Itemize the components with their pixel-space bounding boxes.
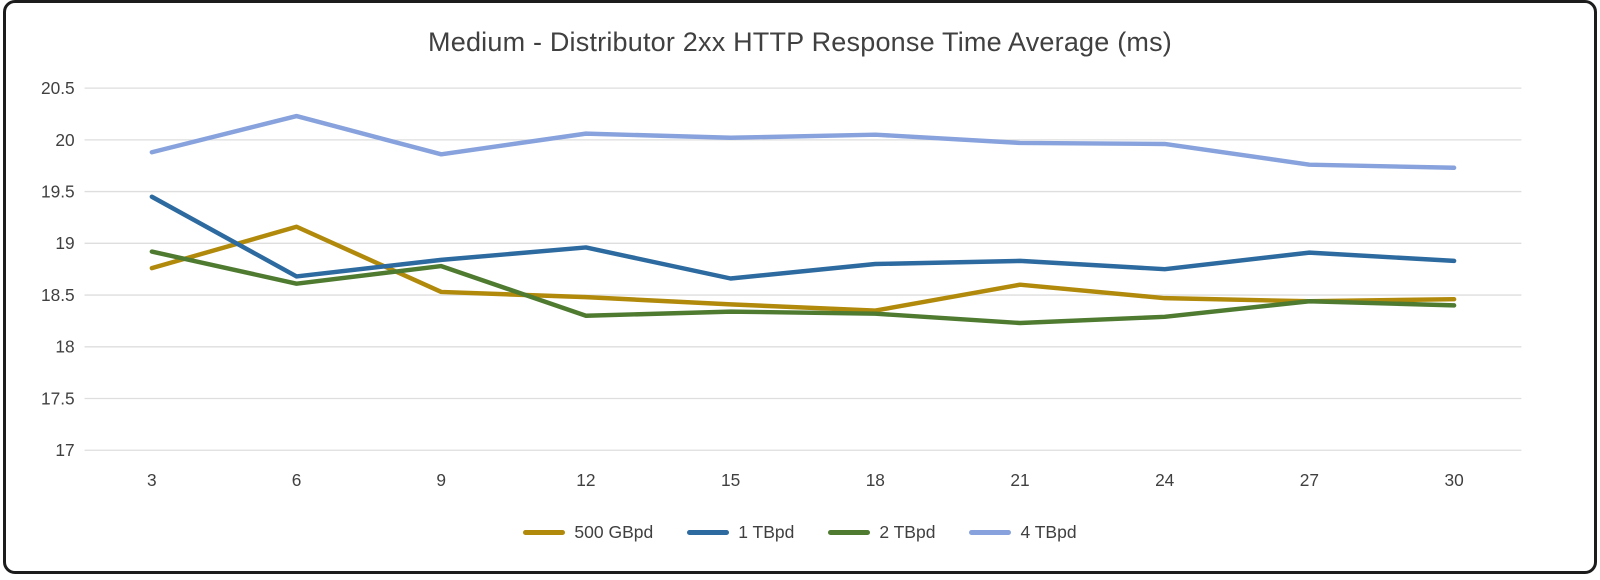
legend-label: 4 TBpd: [1020, 522, 1077, 542]
y-tick-label: 17: [55, 440, 74, 460]
series-line-500-gbpd: [149, 224, 1457, 313]
y-tick-label: 19: [55, 233, 74, 253]
chart-title: Medium - Distributor 2xx HTTP Response T…: [428, 27, 1172, 57]
legend-swatch-icon: [969, 530, 1012, 535]
x-tick-label: 18: [866, 470, 885, 490]
legend-swatch-icon: [687, 530, 730, 535]
x-tick-label: 24: [1155, 470, 1175, 490]
legend-item-500-gbpd: 500 GBpd: [523, 522, 653, 543]
y-tick-label: 20.5: [41, 78, 75, 98]
x-tick-label: 30: [1444, 470, 1463, 490]
legend-label: 500 GBpd: [574, 522, 654, 542]
series-line-4-tbpd: [149, 113, 1457, 171]
legend-swatch-icon: [523, 530, 566, 535]
y-tick-label: 17.5: [41, 388, 75, 408]
series-line-1-tbpd: [149, 194, 1457, 281]
legend-item-1-tbpd: 1 TBpd: [687, 522, 794, 543]
chart-legend: 500 GBpd 1 TBpd 2 TBpd 4 TBpd: [6, 522, 1594, 543]
legend-label: 2 TBpd: [879, 522, 936, 542]
chart-panel: Medium - Distributor 2xx HTTP Response T…: [3, 0, 1597, 574]
x-tick-label: 21: [1010, 470, 1029, 490]
x-tick-label: 6: [292, 470, 302, 490]
y-tick-label: 18.5: [41, 285, 75, 305]
y-tick-label: 19.5: [41, 182, 75, 202]
y-tick-label: 20: [55, 130, 74, 150]
series-line-2-tbpd: [149, 249, 1457, 326]
legend-item-2-tbpd: 2 TBpd: [828, 522, 935, 543]
legend-swatch-icon: [828, 530, 871, 535]
x-tick-label: 15: [721, 470, 740, 490]
legend-item-4-tbpd: 4 TBpd: [969, 522, 1077, 543]
y-tick-label: 18: [55, 337, 74, 357]
x-tick-label: 12: [576, 470, 595, 490]
x-tick-label: 9: [436, 470, 446, 490]
x-tick-label: 3: [147, 470, 157, 490]
x-tick-label: 27: [1300, 470, 1319, 490]
legend-label: 1 TBpd: [738, 522, 795, 542]
line-chart-plot-area: 17 17.5 18 18.5 19 19.5 20 20.5 3 6 9 12 15 18 21 24 27 3…: [41, 78, 1522, 490]
